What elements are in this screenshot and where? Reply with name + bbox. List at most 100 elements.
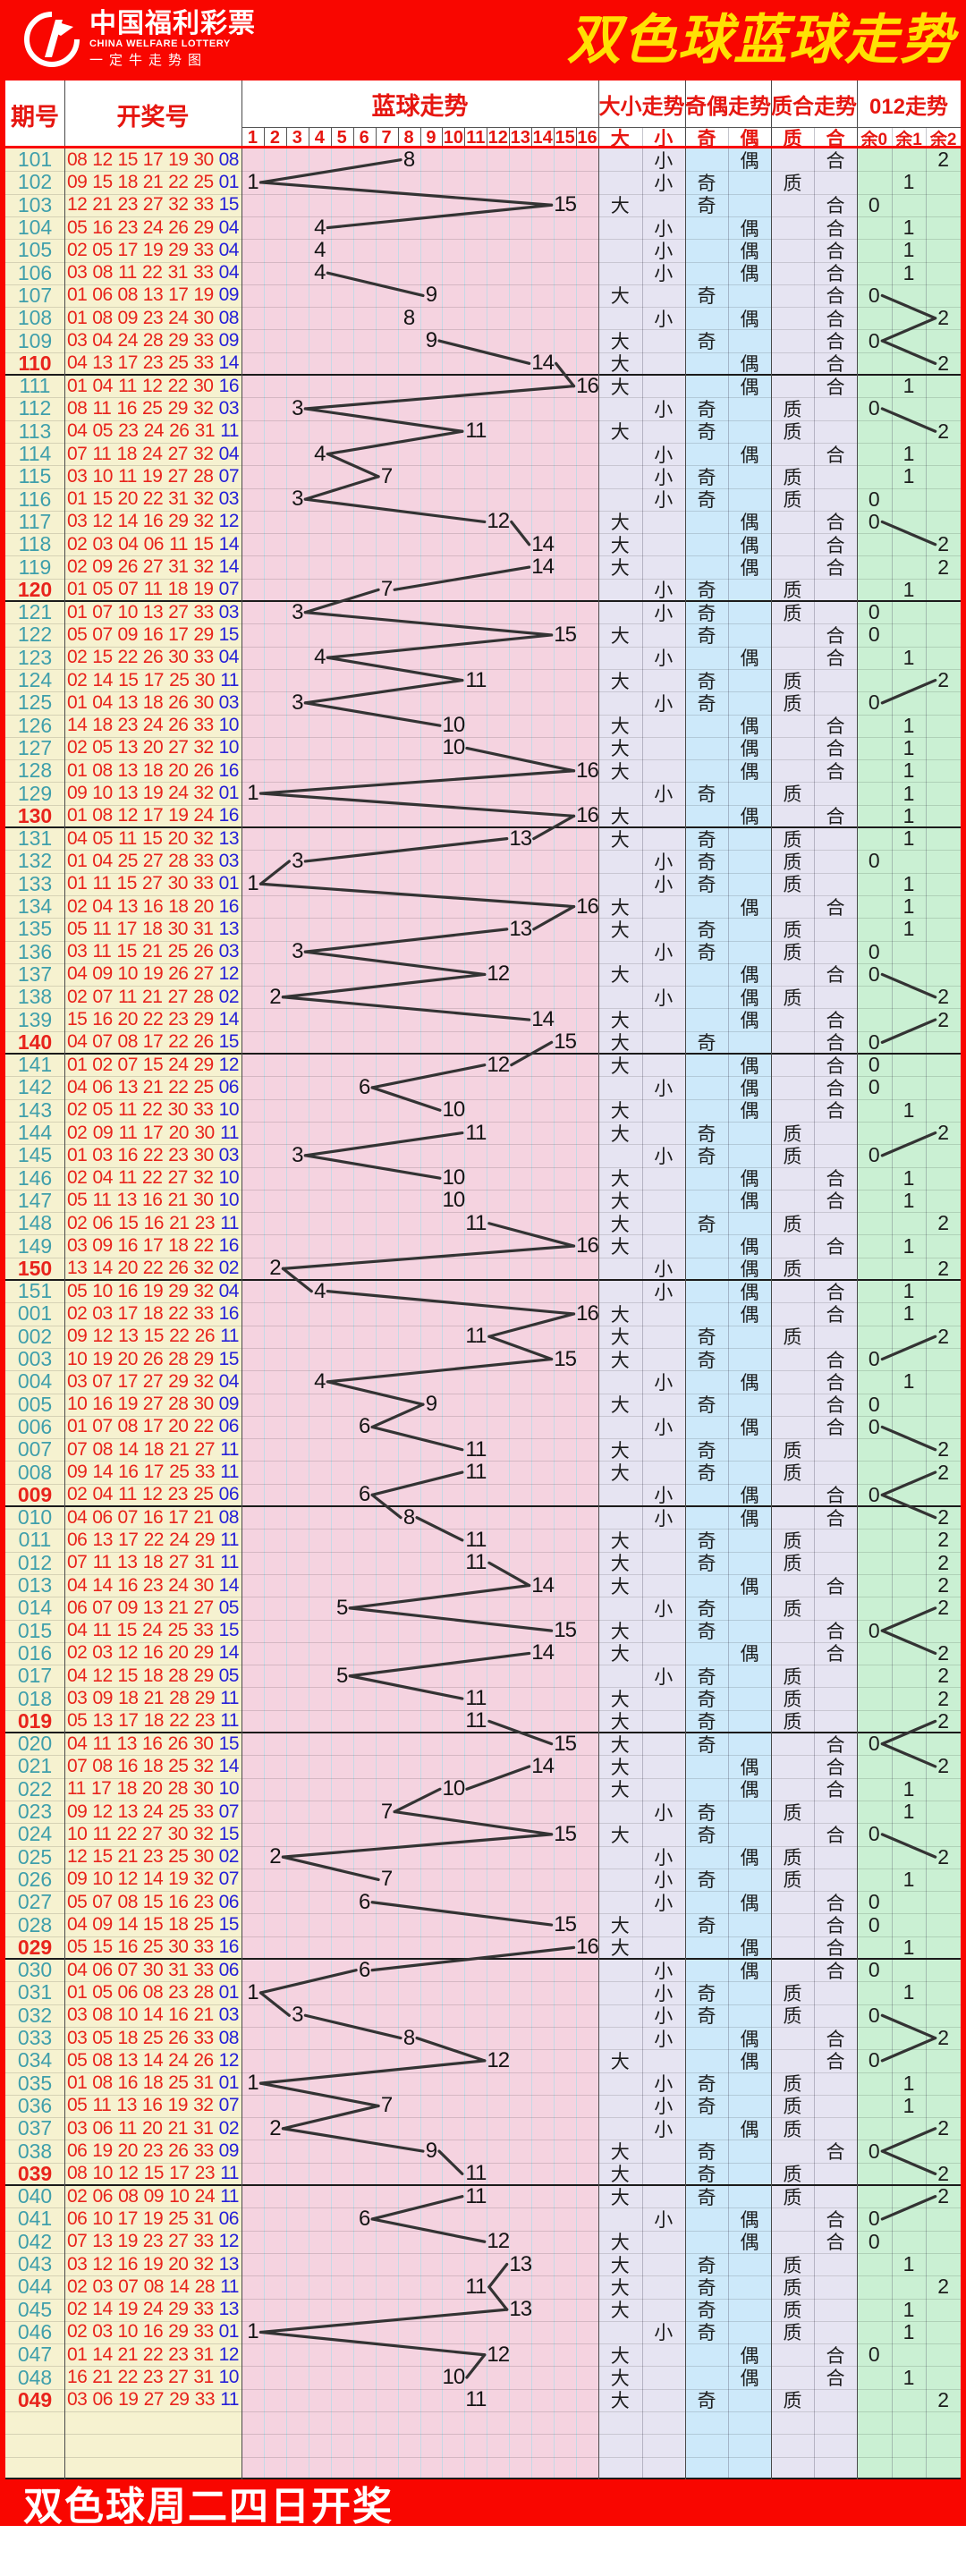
issue-cell: 103 xyxy=(17,192,53,216)
red-ball: 18 xyxy=(168,1914,189,1936)
red-ball: 26 xyxy=(168,216,189,238)
red-ball: 31 xyxy=(167,262,189,284)
red-ball: 23 xyxy=(168,1144,189,1165)
red-ball: 05 xyxy=(92,737,113,758)
red-ball: 24 xyxy=(143,420,165,442)
trend-value: 9 xyxy=(425,328,437,353)
blue-ball: 02 xyxy=(218,1846,240,1868)
red-ball: 09 xyxy=(67,1801,88,1822)
numbers-cell: 05 08 13 14 24 26 12 xyxy=(67,2049,239,2072)
red-ball: 23 xyxy=(142,2367,164,2388)
red-ball: 21 xyxy=(143,1688,165,1709)
red-ball: 29 xyxy=(194,1688,216,1709)
subheader-trend-3: 3 xyxy=(292,127,302,148)
mod-value: 0 xyxy=(868,849,880,873)
parity-label: 偶 xyxy=(740,1191,759,1213)
numbers-cell: 01 07 08 17 20 22 06 xyxy=(67,1416,239,1438)
parity-label: 偶 xyxy=(740,897,759,919)
numbers-cell: 07 08 16 18 25 32 14 xyxy=(67,1755,239,1777)
red-ball: 04 xyxy=(67,1574,88,1596)
size-label: 大 xyxy=(610,2391,630,2412)
blue-ball: 03 xyxy=(218,488,240,510)
red-ball: 16 xyxy=(142,1733,163,1754)
parity-label: 偶 xyxy=(740,1508,759,1530)
red-ball: 01 xyxy=(67,805,88,826)
prime-label: 合 xyxy=(826,1576,845,1597)
issue-cell: 145 xyxy=(17,1143,53,1167)
column-header-trend: 蓝球走势 xyxy=(371,92,469,120)
red-ball: 02 xyxy=(67,2275,88,2297)
red-ball: 30 xyxy=(193,148,214,170)
red-ball: 16 xyxy=(117,1280,139,1301)
red-ball: 30 xyxy=(193,1733,214,1754)
red-ball: 06 xyxy=(92,2185,114,2207)
size-label: 大 xyxy=(610,332,630,353)
blue-ball: 11 xyxy=(220,2389,239,2411)
red-ball: 08 xyxy=(92,759,113,781)
issue-cell: 007 xyxy=(17,1437,53,1462)
red-ball: 33 xyxy=(193,352,214,374)
prime-label: 质 xyxy=(783,173,802,194)
numbers-cell: 08 11 16 25 29 32 03 xyxy=(67,397,240,419)
trend-value: 10 xyxy=(442,1165,466,1191)
size-label: 小 xyxy=(654,1146,674,1167)
red-ball: 15 xyxy=(92,1846,113,1868)
parity-label: 偶 xyxy=(740,1938,759,1960)
red-ball: 25 xyxy=(168,1846,189,1868)
size-label: 大 xyxy=(610,354,630,376)
subheader-small: 小 xyxy=(654,129,674,149)
red-ball: 13 xyxy=(67,1258,88,1279)
red-ball: 06 xyxy=(92,1959,113,1980)
blue-ball: 06 xyxy=(218,1484,240,1505)
red-ball: 07 xyxy=(67,1755,88,1776)
row-line xyxy=(5,2298,961,2300)
red-ball: 33 xyxy=(193,1099,214,1121)
numbers-cell: 08 10 12 15 17 23 11 xyxy=(67,2163,239,2185)
issue-cell: 026 xyxy=(17,1867,53,1891)
red-ball: 19 xyxy=(142,2207,164,2229)
size-label: 大 xyxy=(610,286,630,308)
red-ball: 11 xyxy=(92,1552,112,1573)
parity-label: 奇 xyxy=(697,2006,716,2028)
parity-label: 偶 xyxy=(740,1169,759,1191)
red-ball: 11 xyxy=(92,873,112,894)
blue-ball: 03 xyxy=(218,941,240,962)
row-line xyxy=(5,2207,961,2209)
red-ball: 08 xyxy=(118,2185,139,2207)
prime-label: 质 xyxy=(783,1690,802,1711)
red-ball: 27 xyxy=(167,986,189,1007)
red-ball: 11 xyxy=(118,262,137,284)
trend-column-line xyxy=(263,148,265,2479)
trend-subheader-border xyxy=(554,127,555,148)
red-ball: 21 xyxy=(168,1597,189,1618)
trend-value: 4 xyxy=(314,237,326,262)
red-ball: 22 xyxy=(117,2367,139,2388)
numbers-cell: 04 11 15 24 25 33 15 xyxy=(67,1620,240,1642)
red-ball: 32 xyxy=(193,1280,214,1301)
red-ball: 03 xyxy=(67,1370,88,1392)
issue-cell: 027 xyxy=(17,1890,53,1914)
mod-value: 1 xyxy=(902,216,915,240)
red-ball: 19 xyxy=(168,1868,189,1890)
red-ball: 21 xyxy=(142,941,163,962)
prime-label: 合 xyxy=(826,1350,845,1371)
red-ball: 32 xyxy=(193,2253,214,2275)
red-ball: 16 xyxy=(142,2095,163,2116)
prime-label: 质 xyxy=(783,2074,802,2096)
size-label: 大 xyxy=(610,1825,630,1846)
red-ball: 13 xyxy=(117,691,139,713)
group-separator xyxy=(5,373,961,377)
blue-ball: 09 xyxy=(218,330,240,352)
red-ball: 29 xyxy=(193,1642,214,1664)
size-label: 小 xyxy=(654,2119,674,2140)
trend-value: 4 xyxy=(314,260,326,285)
size-label: 大 xyxy=(610,196,630,217)
issue-cell: 120 xyxy=(17,577,53,601)
red-ball: 14 xyxy=(142,2004,164,2026)
red-ball: 02 xyxy=(67,1122,88,1143)
mod-value: 1 xyxy=(902,1935,915,1959)
issue-cell: 135 xyxy=(17,917,53,941)
blue-ball: 11 xyxy=(220,420,239,442)
row-line xyxy=(5,1891,961,1893)
size-label: 大 xyxy=(610,422,630,444)
